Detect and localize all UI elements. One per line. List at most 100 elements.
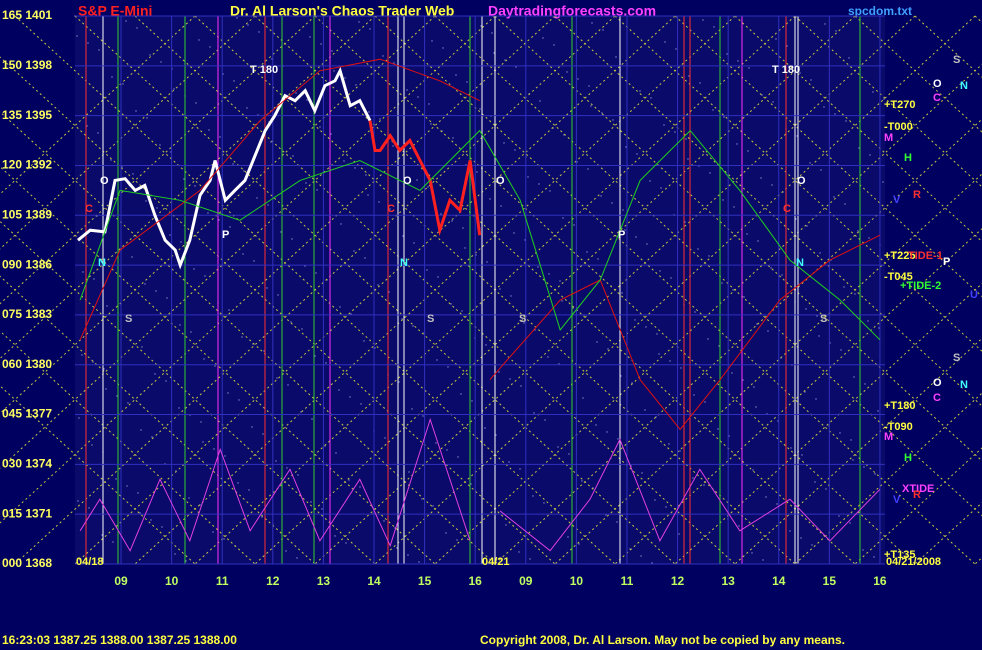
dot — [204, 275, 206, 277]
dot — [81, 354, 83, 356]
annotation: 04/21 — [482, 556, 510, 568]
dot — [430, 123, 432, 125]
dot — [495, 434, 497, 436]
dot — [412, 325, 414, 327]
dot — [354, 167, 356, 169]
dot — [874, 473, 876, 475]
y-tick-label: 015 1371 — [2, 506, 52, 520]
dot — [321, 508, 323, 510]
dot — [491, 32, 493, 34]
dot — [843, 286, 845, 288]
dot — [426, 269, 428, 271]
cycle-line — [554, 173, 982, 565]
dot — [641, 472, 643, 474]
dot — [228, 309, 230, 311]
dot — [212, 531, 214, 533]
dot — [440, 213, 442, 215]
dot — [553, 44, 555, 46]
dot — [460, 393, 462, 395]
dot — [621, 292, 623, 294]
cycle-line — [0, 15, 556, 524]
dot — [500, 205, 502, 207]
dot — [664, 41, 666, 43]
dot — [374, 347, 376, 349]
dot — [510, 295, 512, 297]
dot — [858, 147, 860, 149]
dot — [770, 267, 772, 269]
dot — [649, 180, 651, 182]
annotation: N — [400, 257, 408, 269]
y-tick-label: 090 1386 — [2, 257, 52, 271]
dot — [503, 142, 505, 144]
dot — [110, 159, 112, 161]
dot — [383, 520, 385, 522]
dot — [237, 482, 239, 484]
dot — [532, 495, 534, 497]
annotation: +T270 — [884, 99, 916, 111]
dot — [547, 356, 549, 358]
x-tick-label: 14 — [367, 574, 381, 588]
dot — [277, 294, 279, 296]
annotation: P — [618, 229, 625, 241]
dot — [479, 108, 481, 110]
dot — [635, 236, 637, 238]
dot — [208, 129, 210, 131]
dot — [202, 441, 204, 443]
dot — [748, 67, 750, 69]
dot — [309, 36, 311, 38]
annotation: M — [884, 132, 893, 144]
x-tick-label: 10 — [570, 574, 584, 588]
dot — [159, 144, 161, 146]
dot — [251, 426, 253, 428]
dot — [451, 220, 453, 222]
dot — [139, 512, 141, 514]
x-tick-label: 15 — [418, 574, 432, 588]
dot — [804, 391, 806, 393]
dot — [343, 160, 345, 162]
dot — [82, 271, 84, 273]
dot — [266, 287, 268, 289]
dot — [209, 46, 211, 48]
dot — [339, 306, 341, 308]
dot — [296, 557, 298, 559]
annotation: R — [913, 489, 921, 501]
dot — [493, 52, 495, 54]
dot — [864, 383, 866, 385]
dot — [872, 91, 874, 93]
series-line — [79, 129, 881, 341]
dot — [365, 174, 367, 176]
dot — [602, 29, 604, 31]
annotation: C — [387, 203, 395, 215]
dot — [639, 90, 641, 92]
dot — [786, 45, 788, 47]
annotation: P — [222, 229, 229, 241]
dot — [388, 291, 390, 293]
dot — [675, 48, 677, 50]
cycle-line — [794, 15, 982, 188]
dot — [582, 397, 584, 399]
dot — [121, 166, 123, 168]
x-tick-label: 13 — [317, 574, 331, 588]
dot — [207, 212, 209, 214]
dot — [867, 320, 869, 322]
dot — [140, 429, 142, 431]
dot — [760, 177, 762, 179]
annotation: -T090 — [884, 421, 913, 433]
dot — [815, 398, 817, 400]
dot — [840, 349, 842, 351]
dot — [588, 85, 590, 87]
dot — [505, 524, 507, 526]
dot — [825, 488, 827, 490]
dot — [650, 97, 652, 99]
dot — [304, 265, 306, 267]
dot — [166, 297, 168, 299]
dot — [101, 534, 103, 536]
dot — [242, 253, 244, 255]
dot — [816, 315, 818, 317]
dot — [882, 181, 884, 183]
cycle-line — [254, 15, 856, 565]
cycle-line — [734, 15, 982, 243]
dot — [314, 355, 316, 357]
dot — [504, 59, 506, 61]
plot-area — [75, 16, 885, 564]
